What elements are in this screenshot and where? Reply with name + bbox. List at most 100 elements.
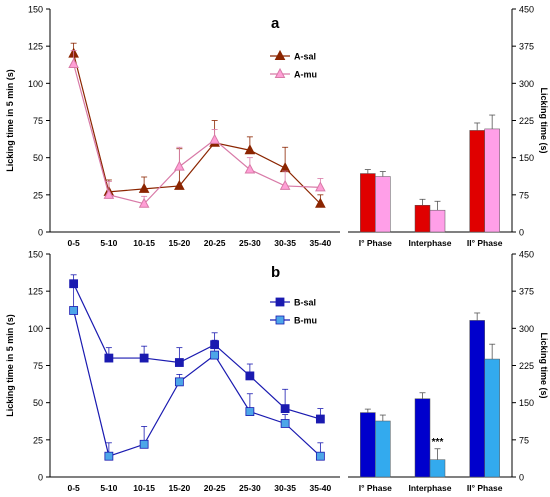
b-bar-series-b-sal-bar bbox=[414, 398, 431, 478]
b-line-x-tick-label: 25-30 bbox=[239, 483, 261, 493]
b-bar-y-axis-label: Licking time (s) bbox=[539, 332, 549, 398]
a-line-series-a-sal-point bbox=[244, 144, 256, 155]
b-bar-y-tick-label: 0 bbox=[519, 473, 524, 483]
b-line-series-b-sal-legend-label: B-sal bbox=[294, 298, 316, 308]
b-line-y-axis-label: Licking time in 5 min (s) bbox=[5, 314, 15, 417]
a-line-y-tick-label: 150 bbox=[28, 5, 43, 15]
b-line-y-tick-label: 50 bbox=[33, 398, 43, 408]
a-bar-y-tick-label: 150 bbox=[519, 153, 534, 163]
a-line-x-tick-label: 20-25 bbox=[204, 238, 226, 248]
b-bar-y-tick-label: 225 bbox=[519, 361, 534, 371]
b-line-series-b-mu-point bbox=[315, 451, 325, 461]
panel-label-a: a bbox=[271, 15, 280, 32]
a-bar-y-tick-label: 75 bbox=[519, 190, 529, 200]
b-line-series-b-mu-point bbox=[245, 407, 255, 416]
a-line-series-a-sal-point bbox=[315, 197, 326, 208]
b-line-x-tick-label: 20-25 bbox=[204, 483, 226, 493]
b-line-series-b-mu-point bbox=[174, 377, 184, 387]
b-line-series-b-mu-point bbox=[280, 419, 290, 428]
a-line-series-a-mu-point bbox=[138, 197, 150, 208]
a-line-series-a-mu-point bbox=[315, 181, 326, 192]
b-line-series-b-sal-point bbox=[174, 358, 184, 367]
b-bar-series-b-mu-bar bbox=[375, 420, 391, 478]
a-line-series-a-sal-line bbox=[73, 53, 321, 205]
a-line-series-a-mu-point bbox=[103, 188, 115, 199]
b-bar-x-tick-label: I° Phase bbox=[359, 483, 392, 493]
a-line-y-tick-label: 100 bbox=[28, 79, 43, 89]
b-line-series-b-sal-point bbox=[139, 353, 149, 363]
a-line-y-tick-label: 50 bbox=[33, 153, 43, 163]
a-bar-y-axis-label: Licking time (s) bbox=[539, 87, 549, 153]
b-line-x-tick-label: 10-15 bbox=[133, 483, 155, 493]
a-bar-x-tick-label: I° Phase bbox=[359, 238, 392, 248]
b-line-series-b-mu-point bbox=[104, 451, 114, 461]
b-line-y-tick-label: 25 bbox=[33, 435, 43, 445]
a-line-x-tick-label: 35-40 bbox=[310, 238, 332, 248]
a-line-x-tick-label: 5-10 bbox=[100, 238, 117, 248]
a-bar-series-a-sal-bar bbox=[469, 130, 485, 233]
a-line-series-a-mu-legend-marker bbox=[274, 67, 286, 78]
b-line-series-b-sal-point bbox=[245, 371, 255, 381]
b-bar-series-b-mu-bar bbox=[429, 459, 446, 478]
b-bar-series-b-sal-bar bbox=[360, 412, 376, 478]
a-line-series-a-mu-point bbox=[68, 57, 79, 69]
a-line-y-axis-label: Licking time in 5 min (s) bbox=[5, 69, 15, 172]
b-line-series-b-mu-point bbox=[69, 306, 79, 315]
a-line-series-a-sal-point bbox=[174, 179, 185, 190]
a-line-series-a-sal-point bbox=[279, 162, 291, 173]
a-bar-series-a-mu-bar bbox=[429, 209, 446, 233]
a-line-series-a-mu-point bbox=[209, 133, 220, 144]
b-bar-series-b-mu-bar bbox=[484, 358, 500, 478]
b-line-series-b-mu-legend-marker bbox=[275, 315, 285, 325]
a-line-x-tick-label: 25-30 bbox=[239, 238, 261, 248]
b-bar-y-tick-label: 300 bbox=[519, 324, 534, 334]
a-bar-series-a-mu-bar bbox=[484, 128, 500, 233]
a-line-x-tick-label: 30-35 bbox=[274, 238, 296, 248]
a-bar-y-tick-label: 450 bbox=[519, 5, 534, 15]
b-bar-y-tick-label: 450 bbox=[519, 250, 534, 260]
b-line-series-b-mu-point bbox=[210, 350, 220, 360]
a-bar-x-tick-label: II° Phase bbox=[467, 238, 503, 248]
a-line-series-a-sal-legend-marker bbox=[274, 49, 286, 60]
a-line-series-a-mu-point bbox=[279, 179, 291, 190]
a-line-series-a-sal-legend-label: A-sal bbox=[294, 52, 316, 62]
b-line-y-tick-label: 100 bbox=[28, 324, 43, 334]
a-line-y-tick-label: 125 bbox=[28, 42, 43, 52]
b-line-series-b-sal-point bbox=[104, 353, 114, 363]
a-line-y-tick-label: 0 bbox=[38, 228, 43, 238]
b-bar-significance-annotation: *** bbox=[432, 437, 444, 448]
a-bar-y-tick-label: 0 bbox=[519, 228, 524, 238]
b-line-series-b-sal-legend-marker bbox=[275, 297, 285, 307]
b-line-x-tick-label: 5-10 bbox=[100, 483, 117, 493]
a-line-series-a-mu-legend-label: A-mu bbox=[294, 70, 317, 80]
b-line-series-b-mu-point bbox=[139, 439, 149, 449]
a-bar-series-a-mu-bar bbox=[375, 176, 391, 233]
b-line-y-tick-label: 150 bbox=[28, 250, 43, 260]
b-line-series-b-mu-legend-label: B-mu bbox=[294, 316, 317, 326]
b-line-y-tick-label: 75 bbox=[33, 361, 43, 371]
a-line-x-tick-label: 0-5 bbox=[67, 238, 80, 248]
a-line-y-tick-label: 25 bbox=[33, 190, 43, 200]
a-line-y-tick-label: 75 bbox=[33, 116, 43, 126]
a-bar-series-a-sal-bar bbox=[360, 173, 376, 233]
b-line-x-tick-label: 30-35 bbox=[274, 483, 296, 493]
b-line-x-tick-label: 35-40 bbox=[310, 483, 332, 493]
panel-label-b: b bbox=[271, 264, 280, 281]
b-line-series-b-sal-point bbox=[315, 414, 325, 424]
a-bar-y-tick-label: 225 bbox=[519, 116, 534, 126]
a-line-x-tick-label: 10-15 bbox=[133, 238, 155, 248]
b-bar-y-tick-label: 375 bbox=[519, 287, 534, 297]
a-line-series-a-mu-point bbox=[244, 163, 256, 174]
b-bar-series-b-sal-bar bbox=[469, 320, 485, 478]
a-bar-x-tick-label: Interphase bbox=[409, 238, 452, 248]
b-line-y-tick-label: 0 bbox=[38, 473, 43, 483]
a-bar-y-tick-label: 300 bbox=[519, 79, 534, 89]
b-line-series-b-mu-line bbox=[73, 310, 321, 457]
a-line-series-a-sal-point bbox=[138, 182, 150, 193]
a-line-x-tick-label: 15-20 bbox=[169, 238, 191, 248]
a-bar-series-a-sal-bar bbox=[414, 204, 431, 233]
b-line-y-tick-label: 125 bbox=[28, 287, 43, 297]
b-bar-x-tick-label: Interphase bbox=[409, 483, 452, 493]
a-line-series-a-mu-line bbox=[73, 63, 321, 205]
